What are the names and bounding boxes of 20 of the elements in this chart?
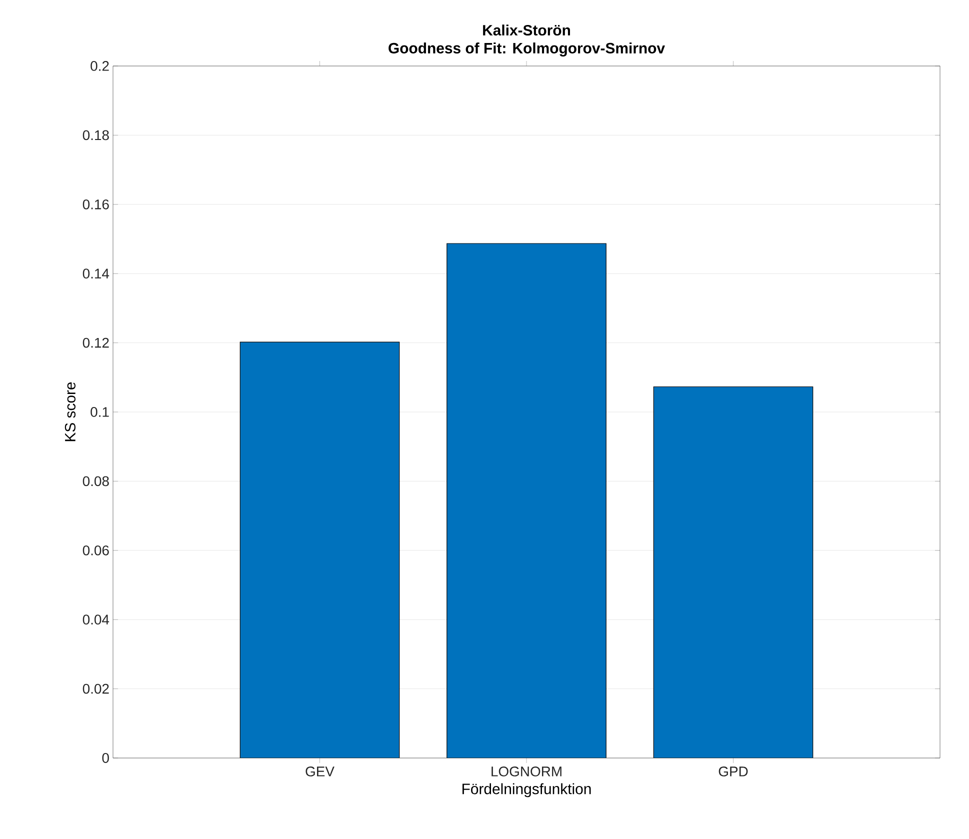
- y-tick-label: 0.08: [82, 476, 109, 486]
- y-tick-label: 0.2: [90, 61, 109, 71]
- bar: [446, 243, 606, 758]
- chart-title: Kalix-Storön Goodness of Fit: Kolmogorov-Smirnov: [388, 24, 665, 56]
- bar: [653, 386, 814, 758]
- x-tick-label: GPD: [718, 766, 748, 776]
- y-axis-title: KS score: [64, 382, 76, 442]
- bar: [240, 342, 400, 758]
- x-tick-label: GEV: [306, 766, 334, 776]
- y-tick-label: 0.12: [82, 338, 109, 348]
- y-tick-label: 0.14: [82, 268, 110, 279]
- x-axis-title: Fördelningsfunktion: [462, 783, 591, 798]
- y-tick-label: 0.1: [90, 407, 109, 417]
- y-tick-label: 0.16: [82, 199, 109, 210]
- y-tick-label: 0.02: [82, 684, 109, 694]
- y-tick-label: 0.06: [82, 545, 109, 556]
- y-tick-label: 0: [102, 753, 109, 763]
- x-tick-label: LOGNORM: [492, 766, 562, 776]
- y-tick-label: 0.04: [82, 614, 110, 625]
- y-tick-label: 0.18: [82, 130, 109, 140]
